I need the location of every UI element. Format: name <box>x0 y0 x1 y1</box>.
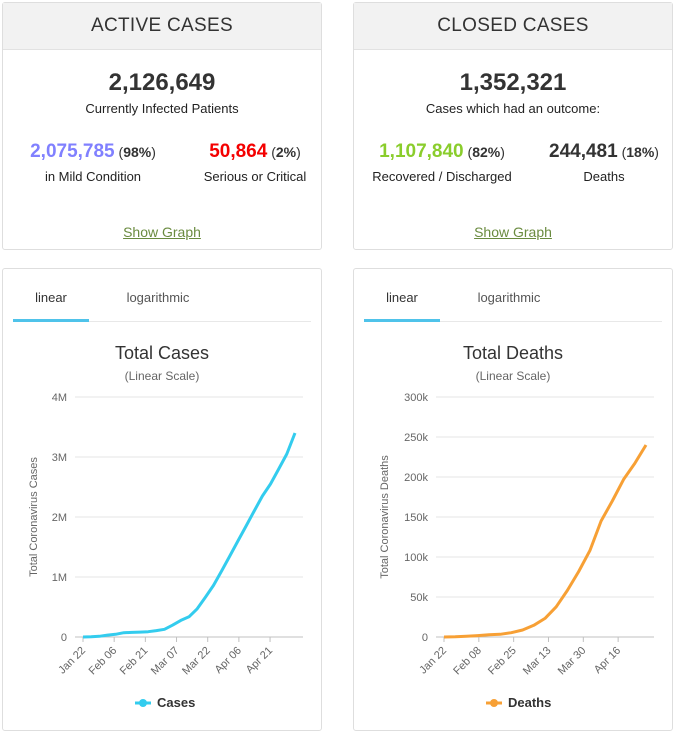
x-tick-label: Feb 21 <box>118 645 151 678</box>
deaths-chart-subtitle: (Linear Scale) <box>475 369 551 383</box>
y-tick-label: 2M <box>52 512 67 524</box>
total-cases-chart-card: linear logarithmic Total Cases (Linear S… <box>2 268 322 731</box>
serious-critical-stat: 50,864 (2%) Serious or Critical <box>181 141 329 184</box>
deaths-chart-title: Total Deaths <box>462 343 564 363</box>
x-tick-label: Feb 08 <box>451 645 484 678</box>
deaths-percent: 18% <box>626 144 655 160</box>
y-tick-label: 4M <box>52 392 67 404</box>
serious-critical-percent: 2% <box>275 144 297 160</box>
x-tick-label: Mar 22 <box>180 645 213 678</box>
mild-condition-stat: 2,075,785 (98%) in Mild Condition <box>13 141 173 184</box>
cases-chart-subtitle: (Linear Scale) <box>124 369 200 383</box>
deaths-scale-tabs: linear logarithmic <box>364 283 662 322</box>
legend-marker <box>490 699 498 707</box>
cases-scale-tabs: linear logarithmic <box>13 283 311 322</box>
closed-show-graph-link[interactable]: Show Graph <box>474 224 552 240</box>
closed-cases-total: 1,352,321 <box>459 69 567 96</box>
y-axis-title: Total Coronavirus Cases <box>28 457 40 577</box>
deaths-value: 244,481 <box>549 141 618 162</box>
y-tick-label: 3M <box>52 452 67 464</box>
active-cases-card: ACTIVE CASES 2,126,649 Currently Infecte… <box>2 2 322 250</box>
active-cases-subtitle: Currently Infected Patients <box>85 101 239 116</box>
x-tick-label: Mar 13 <box>521 645 554 678</box>
recovered-stat: 1,107,840 (82%) Recovered / Discharged <box>362 141 522 184</box>
series-line <box>82 432 297 639</box>
x-tick-label: Apr 16 <box>592 645 623 676</box>
x-tick-label: Apr 06 <box>213 645 244 676</box>
y-tick-label: 0 <box>422 632 428 644</box>
closed-cases-card: CLOSED CASES 1,352,321 Cases which had a… <box>353 2 673 250</box>
deaths-stat: 244,481 (18%) Deaths <box>534 141 674 184</box>
closed-cases-subtitle: Cases which had an outcome: <box>425 101 601 116</box>
serious-critical-label: Serious or Critical <box>203 169 307 184</box>
serious-critical-value: 50,864 <box>209 141 268 162</box>
x-tick-label: Mar 07 <box>149 645 182 678</box>
active-cases-header: ACTIVE CASES <box>3 3 321 50</box>
recovered-label: Recovered / Discharged <box>372 169 512 184</box>
tab-deaths-logarithmic[interactable]: logarithmic <box>477 290 541 305</box>
series-line <box>443 444 648 639</box>
recovered-value: 1,107,840 <box>379 141 464 162</box>
y-tick-label: 300k <box>404 392 428 404</box>
legend-label: Cases <box>157 695 195 710</box>
closed-cases-header: CLOSED CASES <box>354 3 672 50</box>
y-tick-label: 200k <box>404 472 428 484</box>
recovered-percent: 82% <box>472 144 501 160</box>
y-tick-label: 1M <box>52 572 67 584</box>
x-tick-label: Feb 25 <box>486 645 519 678</box>
y-tick-label: 250k <box>404 432 428 444</box>
x-tick-label: Feb 06 <box>87 645 120 678</box>
y-tick-label: 150k <box>404 512 428 524</box>
mild-condition-percent: 98% <box>123 144 152 160</box>
x-tick-label: Jan 22 <box>56 645 88 677</box>
active-cases-total: 2,126,649 <box>108 69 216 96</box>
y-tick-label: 50k <box>410 592 428 604</box>
x-tick-label: Apr 21 <box>244 645 275 676</box>
tab-deaths-linear[interactable]: linear <box>364 283 440 322</box>
legend-label: Deaths <box>508 695 551 710</box>
mild-condition-label: in Mild Condition <box>44 169 142 184</box>
legend-marker <box>139 699 147 707</box>
y-tick-label: 100k <box>404 552 428 564</box>
deaths-label: Deaths <box>583 169 625 184</box>
y-tick-label: 0 <box>61 632 67 644</box>
tab-cases-logarithmic[interactable]: logarithmic <box>126 290 190 305</box>
total-deaths-chart: 0 50k 100k 150k 200k 250k 300k Total Coronaviru… <box>379 392 654 710</box>
cases-chart-title: Total Cases <box>114 343 210 363</box>
total-deaths-chart-card: linear logarithmic Total Deaths (Linear … <box>353 268 673 731</box>
y-axis-title: Total Coronavirus Deaths <box>379 455 391 579</box>
x-tick-label: Mar 30 <box>556 645 589 678</box>
mild-condition-value: 2,075,785 <box>30 141 115 162</box>
tab-cases-linear[interactable]: linear <box>13 283 89 322</box>
active-show-graph-link[interactable]: Show Graph <box>123 224 201 240</box>
x-tick-label: Jan 22 <box>417 645 449 677</box>
